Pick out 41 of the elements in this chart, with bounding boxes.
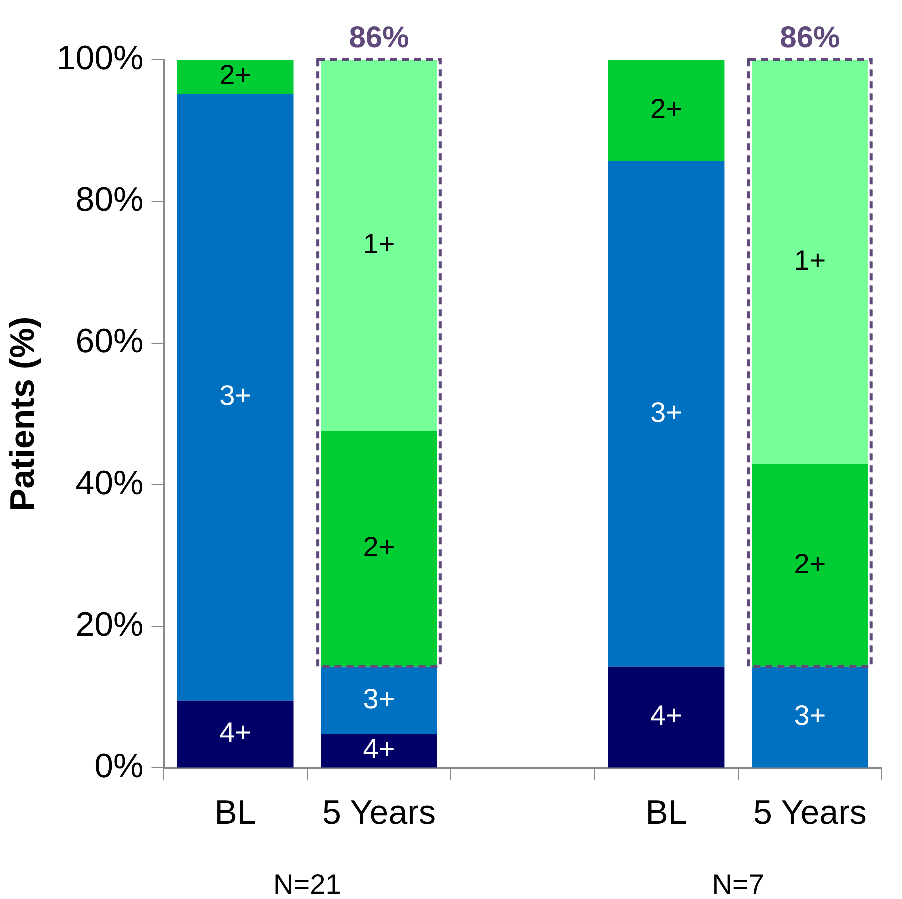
y-tick-label: 100% — [56, 39, 144, 78]
x-tick-label: 5 Years — [322, 794, 436, 832]
text: 2+ — [363, 532, 396, 563]
text: 86% — [780, 21, 840, 54]
text: 3+ — [220, 380, 252, 412]
series-label: 2+ — [220, 60, 252, 91]
y-tick-label: 80% — [76, 181, 144, 220]
bar — [177, 700, 294, 768]
series-label: 3+ — [363, 683, 396, 714]
bar — [608, 60, 725, 162]
series-label: 4+ — [363, 734, 396, 765]
text: 2+ — [794, 548, 826, 580]
bar — [752, 60, 868, 464]
bar — [608, 666, 725, 768]
text: 1+ — [363, 228, 396, 260]
y-tick-label: 60% — [76, 322, 144, 361]
bar — [321, 431, 438, 667]
text: 2+ — [650, 93, 682, 124]
bar — [177, 60, 294, 94]
bar — [752, 666, 868, 768]
bar — [177, 94, 294, 701]
text: 3+ — [794, 700, 826, 732]
text: 4+ — [650, 700, 682, 732]
text: 4+ — [220, 717, 252, 748]
text: N=7 — [712, 868, 764, 899]
bar — [321, 666, 438, 734]
bar — [752, 464, 868, 667]
text: 86% — [349, 21, 410, 54]
text: 3+ — [650, 396, 682, 428]
bar — [321, 734, 438, 768]
y-tick-label: 0% — [94, 748, 144, 786]
x-tick-label: BL — [214, 794, 256, 832]
bar — [608, 161, 725, 667]
series-label: 1+ — [794, 244, 826, 276]
y-tick-label: 20% — [76, 606, 144, 644]
x-tick-label: BL — [646, 794, 688, 832]
text: N=21 — [274, 868, 342, 899]
y-axis-title: Patients (%) — [4, 316, 42, 512]
x-tick-label: 5 Years — [753, 794, 867, 832]
y-tick-label: 40% — [76, 464, 144, 502]
bar — [321, 60, 438, 432]
